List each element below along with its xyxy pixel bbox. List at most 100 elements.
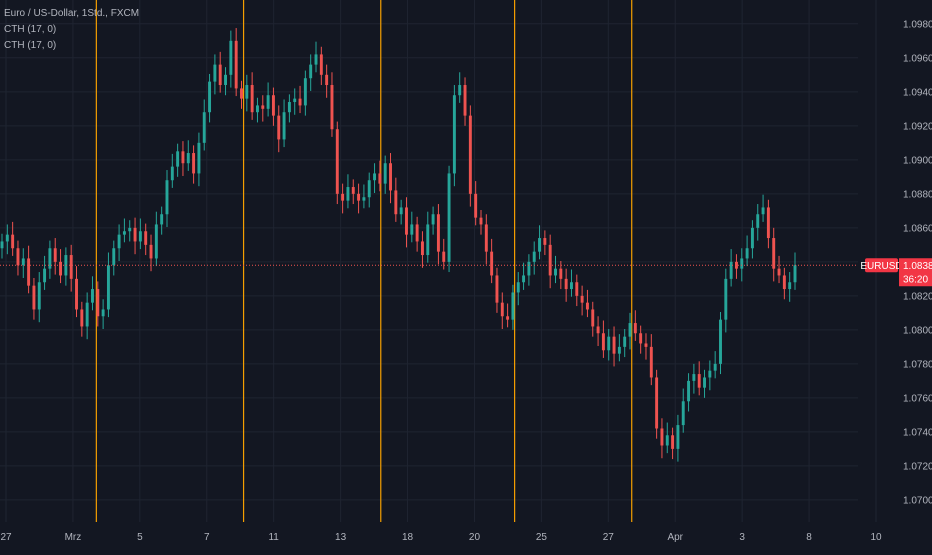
price-tick-label: 1.08800 xyxy=(903,189,932,200)
candle-body xyxy=(548,244,552,276)
time-tick-label: 3 xyxy=(739,532,745,543)
candle-body xyxy=(436,214,440,252)
candle-body xyxy=(607,336,611,351)
candle-body xyxy=(740,258,744,269)
candle-body xyxy=(719,319,722,364)
candle-body xyxy=(325,74,329,86)
candle-body xyxy=(80,309,84,327)
candle-body xyxy=(117,234,121,249)
candle-body xyxy=(766,207,770,239)
candle-body xyxy=(665,435,669,446)
indicator-label[interactable]: CTH (17, 0) xyxy=(4,40,57,51)
indicator-label[interactable]: CTH (17, 0) xyxy=(4,24,57,35)
candle-body xyxy=(623,336,627,347)
candle-body xyxy=(729,261,733,279)
candle-body xyxy=(506,316,510,320)
candle-body xyxy=(37,282,41,310)
candle-body xyxy=(303,78,307,106)
candle-body xyxy=(176,151,180,167)
candle-body xyxy=(96,289,100,317)
candle-body xyxy=(170,166,174,181)
candle-body xyxy=(314,54,318,65)
candle-body xyxy=(703,377,706,388)
candle-body xyxy=(341,193,345,201)
candle-body xyxy=(734,261,738,269)
price-tick-label: 1.09200 xyxy=(903,121,932,132)
time-axis[interactable]: 27 Mrz 5 7 11 13 18 20 25 27 Apr 3 8 10 xyxy=(0,532,882,543)
candle-body xyxy=(585,302,589,310)
candle-body xyxy=(697,374,701,388)
candle-body xyxy=(5,234,9,242)
candle-body xyxy=(660,428,664,446)
candles[interactable] xyxy=(0,28,797,462)
candle-body xyxy=(133,227,137,242)
candle-body xyxy=(85,302,89,327)
candle-body xyxy=(271,95,275,116)
price-tick-label: 1.07800 xyxy=(903,359,932,370)
candle-body xyxy=(208,81,212,113)
candle-body xyxy=(692,374,696,381)
candle-body xyxy=(628,323,632,337)
candle-body xyxy=(287,102,291,113)
candle-body xyxy=(11,234,15,249)
price-tick-label: 1.09400 xyxy=(903,87,932,98)
candle-body xyxy=(101,309,105,317)
candle-body xyxy=(186,153,190,164)
candle-body xyxy=(165,180,169,215)
candle-body xyxy=(522,275,526,283)
time-tick-label: 20 xyxy=(469,532,481,543)
candle-body xyxy=(240,88,243,99)
candle-body xyxy=(277,115,281,140)
candle-body xyxy=(149,244,153,259)
candle-body xyxy=(309,64,313,79)
candle-body xyxy=(154,224,158,259)
price-tick-label: 1.08000 xyxy=(903,325,932,336)
candle-body xyxy=(538,238,542,252)
candle-body xyxy=(197,142,201,174)
candle-body xyxy=(330,85,334,130)
candle-body xyxy=(761,207,765,215)
candle-body xyxy=(160,214,164,225)
candle-body xyxy=(202,112,206,143)
candle-body xyxy=(43,268,47,283)
candle-body xyxy=(468,115,472,194)
time-tick-label: Apr xyxy=(667,532,683,543)
candle-body xyxy=(367,180,371,198)
candle-body xyxy=(27,258,31,286)
candle-body xyxy=(479,217,483,225)
candle-body xyxy=(580,295,584,303)
candle-body xyxy=(53,248,57,262)
candle-body xyxy=(612,336,616,354)
candle-body xyxy=(266,95,270,109)
session-markers xyxy=(95,0,633,522)
time-tick-label: 27 xyxy=(603,532,615,543)
candle-body xyxy=(756,214,760,228)
candle-body xyxy=(138,231,142,242)
legend: Euro / US-Dollar, 1Std., FXCM CTH (17, 0… xyxy=(4,6,139,54)
candle-body xyxy=(255,105,259,113)
candle-body xyxy=(575,282,579,296)
candle-body xyxy=(745,248,749,259)
price-tick-label: 1.07400 xyxy=(903,427,932,438)
candle-body xyxy=(447,173,451,262)
candle-body xyxy=(128,227,132,232)
candle-body xyxy=(431,214,435,225)
candle-body xyxy=(788,282,792,290)
candle-body xyxy=(218,64,222,86)
candle-body xyxy=(346,187,350,201)
price-tick-label: 1.09000 xyxy=(903,155,932,166)
candle-body xyxy=(64,255,68,276)
price-tick-label: 1.07600 xyxy=(903,393,932,404)
candle-body xyxy=(639,333,643,344)
candle-body xyxy=(596,326,600,334)
candle-body xyxy=(474,193,478,218)
candle-body xyxy=(750,227,754,249)
candle-body xyxy=(713,363,717,371)
price-tick-label: 1.07200 xyxy=(903,461,932,472)
candle-body xyxy=(655,377,659,429)
candle-body xyxy=(405,207,408,235)
symbol-title[interactable]: Euro / US-Dollar, 1Std., FXCM xyxy=(4,8,140,19)
